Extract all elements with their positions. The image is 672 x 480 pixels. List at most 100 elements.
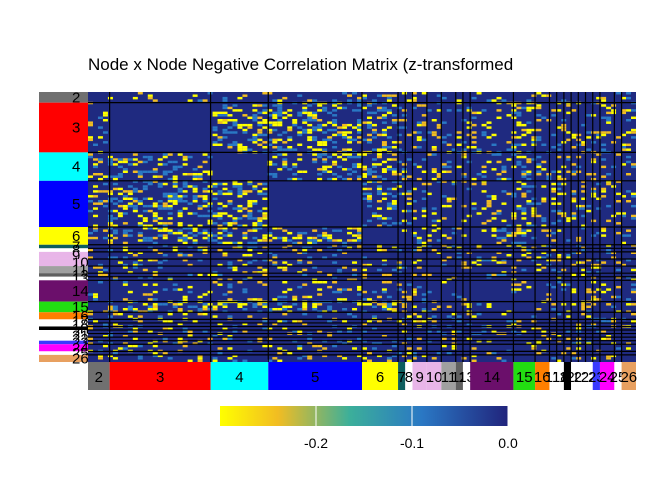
matrix-cell	[421, 182, 427, 186]
matrix-cell	[571, 352, 577, 355]
matrix-cell	[237, 109, 243, 112]
matrix-cell	[591, 192, 597, 196]
matrix-cell	[611, 104, 617, 107]
matrix-cell	[187, 227, 193, 230]
matrix-cell	[441, 170, 447, 173]
matrix-cell	[137, 173, 143, 176]
matrix-cell	[92, 298, 98, 301]
matrix-cell	[217, 212, 223, 215]
matrix-cell	[376, 148, 382, 151]
matrix-cell	[227, 231, 233, 235]
matrix-cell	[172, 168, 178, 171]
matrix-cell	[242, 214, 248, 218]
matrix-cell	[481, 165, 487, 169]
matrix-cell	[362, 273, 367, 277]
matrix-cell	[212, 305, 218, 308]
matrix-cell	[282, 308, 288, 311]
matrix-cell	[252, 303, 258, 306]
matrix-cell	[112, 209, 118, 213]
matrix-cell	[471, 136, 477, 139]
matrix-cell	[88, 121, 93, 124]
matrix-cell	[267, 131, 273, 134]
matrix-cell	[541, 256, 547, 259]
matrix-cell	[247, 204, 253, 208]
matrix-cell	[466, 214, 472, 218]
matrix-cell	[366, 298, 372, 301]
matrix-cell	[471, 116, 477, 119]
matrix-cell	[187, 99, 193, 102]
matrix-cell	[411, 288, 417, 291]
matrix-cell	[177, 337, 183, 340]
matrix-cell	[526, 256, 532, 259]
matrix-cell	[277, 111, 283, 115]
matrix-cell	[476, 263, 482, 267]
matrix-cell	[466, 106, 472, 110]
matrix-cell	[172, 231, 178, 235]
matrix-cell	[501, 359, 507, 362]
matrix-cell	[297, 236, 303, 240]
matrix-cell	[461, 204, 467, 208]
matrix-cell	[506, 234, 512, 237]
matrix-cell	[376, 303, 382, 306]
matrix-cell	[621, 96, 627, 100]
matrix-cell	[376, 185, 382, 188]
matrix-cell	[172, 182, 178, 186]
matrix-cell	[242, 288, 248, 291]
matrix-cell	[257, 111, 263, 115]
matrix-cell	[496, 212, 502, 215]
matrix-cell	[451, 182, 457, 186]
matrix-cell	[242, 330, 248, 333]
matrix-cell	[357, 288, 362, 291]
matrix-cell	[396, 148, 402, 151]
matrix-cell	[252, 104, 258, 107]
matrix-cell	[237, 303, 243, 306]
matrix-cell	[616, 261, 622, 264]
matrix-cell	[302, 322, 308, 326]
matrix-cell	[516, 229, 522, 232]
matrix-cell	[142, 224, 148, 227]
matrix-cell	[327, 320, 333, 323]
matrix-cell	[282, 261, 288, 264]
matrix-cell	[277, 303, 283, 306]
matrix-cell	[92, 163, 98, 166]
matrix-cell	[147, 298, 153, 301]
matrix-cell	[277, 320, 283, 323]
matrix-cell	[391, 354, 397, 358]
matrix-cell	[566, 256, 572, 259]
matrix-cell	[381, 335, 387, 338]
matrix-cell	[332, 133, 338, 137]
matrix-cell	[322, 143, 328, 146]
matrix-cell	[521, 229, 527, 232]
matrix-cell	[332, 114, 338, 117]
matrix-cell	[541, 185, 547, 188]
matrix-cell	[431, 177, 437, 181]
matrix-cell	[516, 160, 522, 164]
matrix-cell	[431, 170, 437, 173]
matrix-cell	[307, 136, 313, 139]
matrix-cell	[317, 330, 323, 333]
matrix-cell	[162, 244, 168, 247]
matrix-cell	[446, 352, 452, 355]
matrix-cell	[591, 131, 597, 134]
column-network-label: 4	[235, 369, 243, 386]
matrix-cell	[611, 354, 617, 358]
matrix-cell	[177, 190, 183, 193]
matrix-cell	[586, 305, 592, 308]
matrix-cell	[606, 180, 612, 183]
matrix-cell	[381, 94, 387, 97]
matrix-cell	[137, 251, 143, 254]
matrix-cell	[411, 217, 417, 220]
matrix-cell	[486, 219, 492, 223]
matrix-cell	[262, 214, 268, 218]
matrix-cell	[212, 126, 218, 129]
matrix-cell	[302, 305, 308, 308]
matrix-cell	[337, 133, 343, 137]
matrix-cell	[312, 344, 318, 348]
matrix-cell	[596, 258, 602, 262]
matrix-cell	[446, 109, 452, 112]
matrix-cell	[521, 234, 527, 237]
matrix-cell	[137, 239, 143, 242]
matrix-cell	[297, 330, 303, 333]
matrix-cell	[347, 168, 353, 171]
